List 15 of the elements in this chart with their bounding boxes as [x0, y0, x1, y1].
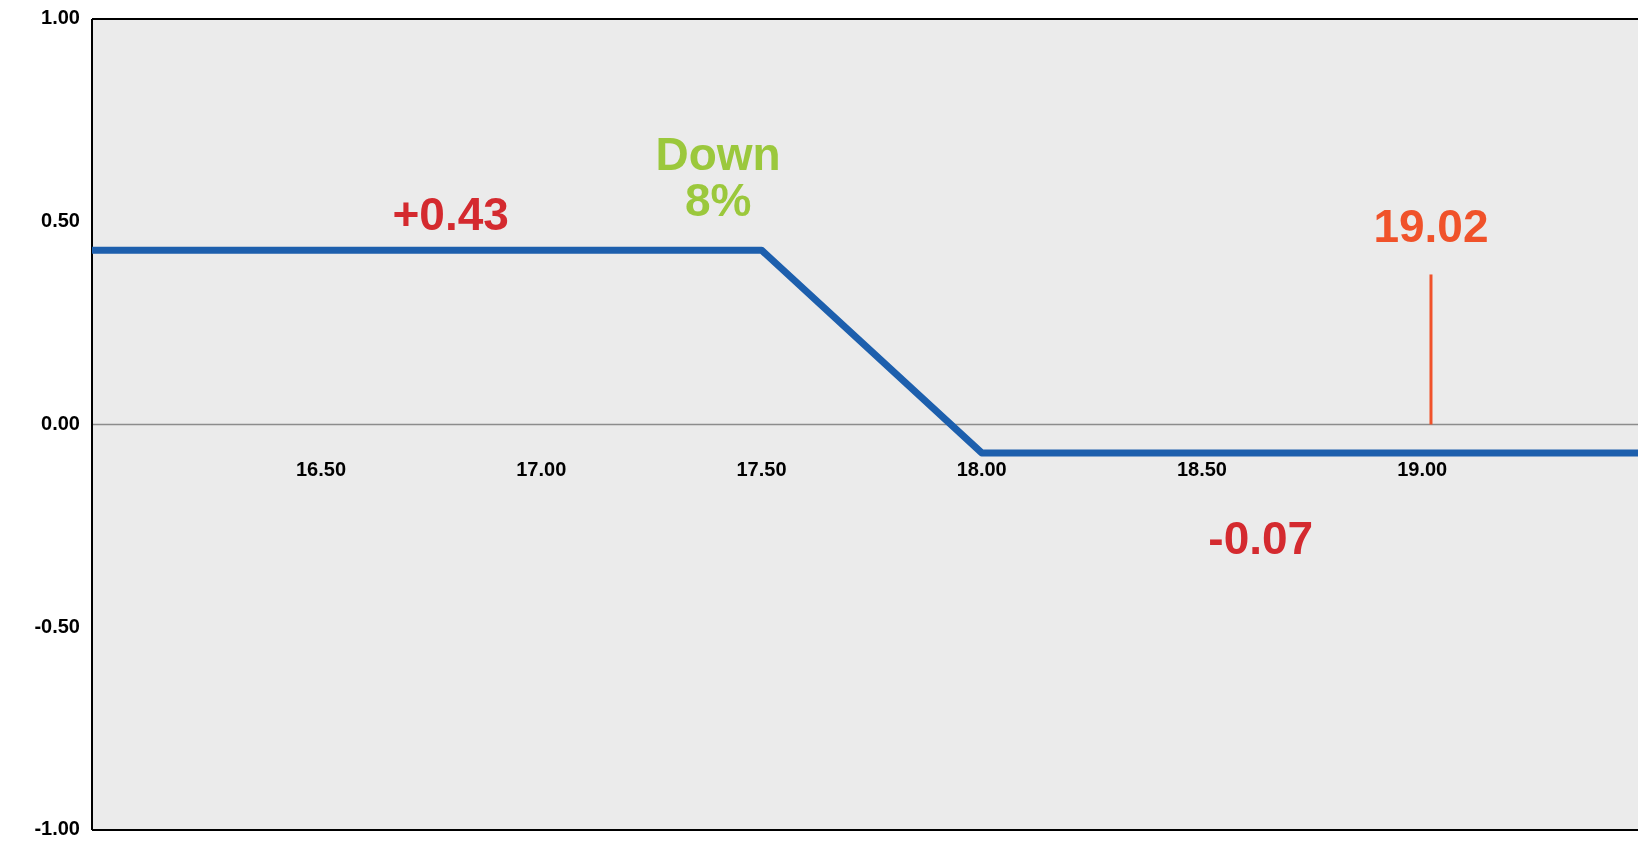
y-tick-label: -0.50	[34, 614, 80, 637]
y-tick-label: 0.00	[41, 411, 80, 434]
annotation: +0.43	[392, 187, 509, 240]
ref-line-label: 19.02	[1373, 199, 1489, 252]
y-tick-label: 1.00	[41, 6, 80, 29]
y-tick-label: -1.00	[34, 817, 80, 840]
x-tick-label: 17.50	[736, 457, 787, 480]
x-tick-label: 18.50	[1176, 457, 1227, 480]
annotation: -0.07	[1208, 512, 1314, 565]
y-tick-label: 0.50	[41, 209, 80, 232]
annotation: Down 8%	[655, 128, 781, 227]
x-tick-label: 17.00	[516, 457, 567, 480]
x-tick-label: 18.00	[956, 457, 1007, 480]
x-tick-label: 19.00	[1397, 457, 1448, 480]
x-tick-label: 16.50	[296, 457, 347, 480]
